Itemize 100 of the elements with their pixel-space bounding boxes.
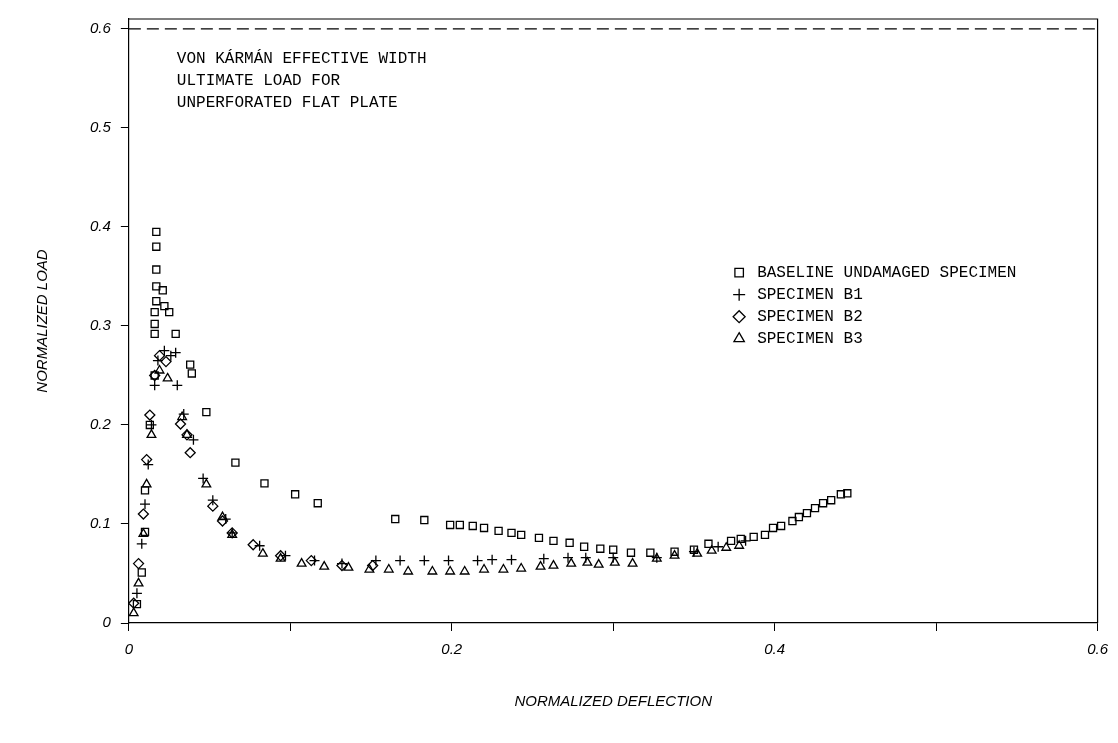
legend-label: BASELINE UNDAMAGED SPECIMEN	[757, 263, 1017, 282]
y-tick-label: 0.4	[89, 217, 111, 235]
point	[171, 329, 180, 339]
point	[579, 542, 589, 551]
point	[201, 478, 212, 488]
point	[152, 242, 161, 251]
point	[726, 536, 736, 545]
point	[146, 429, 157, 439]
point	[137, 508, 150, 520]
point	[165, 307, 174, 317]
legend-label: SPECIMEN B1	[757, 285, 863, 304]
point	[704, 539, 713, 548]
point	[132, 600, 142, 609]
point	[231, 458, 240, 467]
point	[626, 548, 636, 557]
point	[279, 550, 292, 562]
point	[471, 554, 484, 567]
point	[516, 562, 527, 572]
point	[498, 563, 509, 573]
point	[468, 521, 477, 531]
y-tick-label: 0.3	[89, 316, 112, 334]
point	[150, 319, 159, 329]
point	[403, 565, 414, 575]
point	[313, 499, 322, 508]
y-tick-label: 0.6	[89, 19, 112, 37]
point	[670, 547, 679, 556]
point	[216, 515, 229, 527]
point	[162, 372, 173, 382]
point	[160, 355, 172, 368]
point	[505, 553, 518, 566]
point	[174, 418, 187, 430]
point	[843, 489, 852, 498]
y-tick-label: 0	[102, 613, 112, 631]
point	[152, 282, 161, 291]
point	[247, 539, 259, 551]
y-tick-label: 0.2	[89, 415, 112, 433]
point	[153, 350, 166, 362]
point	[692, 548, 703, 557]
point	[152, 297, 161, 306]
point	[549, 536, 558, 545]
point	[150, 307, 159, 317]
point	[305, 554, 317, 567]
point	[132, 557, 145, 570]
point	[818, 499, 828, 508]
point	[445, 565, 456, 575]
point	[343, 561, 354, 571]
x-tick-label: 0.6	[1087, 640, 1109, 658]
point	[257, 548, 268, 557]
point	[140, 453, 153, 466]
point	[776, 521, 786, 531]
point	[609, 556, 620, 566]
point	[734, 540, 745, 549]
y-axis-title: NORMALIZED LOAD	[33, 249, 51, 393]
point	[217, 511, 228, 521]
point	[736, 534, 745, 544]
x-tick-label: 0.2	[441, 640, 463, 658]
point	[144, 409, 156, 421]
point	[207, 500, 219, 512]
point	[158, 286, 167, 295]
point	[141, 478, 152, 488]
point	[383, 563, 394, 573]
point	[253, 540, 266, 552]
point	[788, 516, 797, 526]
point	[507, 528, 516, 538]
y-tick-label: 0.1	[89, 514, 111, 532]
point	[137, 568, 146, 577]
point	[836, 490, 846, 499]
point	[768, 523, 778, 533]
point	[442, 554, 455, 567]
point	[459, 565, 470, 575]
ref-line-label: VON KÁRMÁN EFFECTIVE WIDTH ULTIMATE LOAD FOR UNPERFORATED FLAT PLATE	[176, 49, 427, 113]
point	[596, 544, 605, 553]
point	[154, 364, 165, 374]
point	[427, 565, 438, 575]
point	[150, 329, 159, 339]
point	[140, 486, 150, 495]
point	[566, 557, 577, 567]
point	[689, 545, 699, 554]
point	[494, 526, 503, 536]
point	[319, 560, 330, 570]
point	[186, 360, 195, 369]
point	[152, 227, 161, 237]
point	[627, 557, 638, 567]
point	[187, 434, 200, 446]
point	[826, 496, 836, 505]
point	[184, 447, 196, 459]
point	[128, 607, 139, 617]
point	[646, 548, 655, 557]
point	[739, 535, 752, 547]
point	[593, 558, 604, 568]
point	[534, 533, 544, 543]
point	[669, 550, 680, 559]
legend-label: SPECIMEN B2	[757, 307, 863, 326]
point	[794, 512, 804, 522]
legend-label: SPECIMEN B3	[757, 329, 863, 348]
point	[749, 532, 758, 542]
x-tick-label: 0	[124, 640, 134, 658]
point	[548, 559, 559, 569]
point	[128, 597, 140, 609]
point	[445, 520, 455, 530]
